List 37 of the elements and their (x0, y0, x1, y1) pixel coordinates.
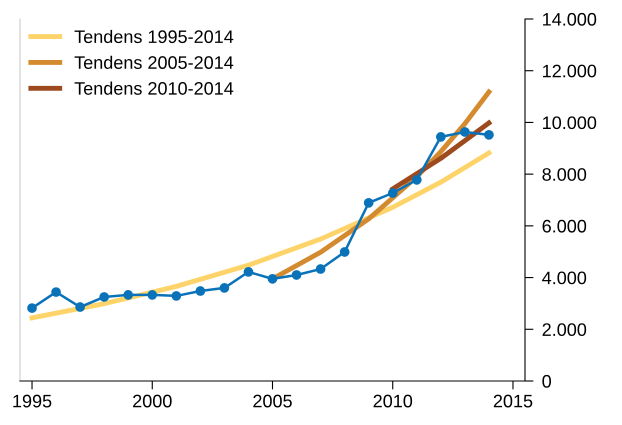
point (484, 130, 494, 140)
point (220, 283, 230, 293)
x-tick-label: 2000 (133, 394, 172, 408)
point (195, 286, 206, 296)
x-tick-label: 2005 (253, 394, 292, 408)
point (364, 198, 374, 208)
point (340, 247, 350, 257)
y-tick-label: 6.000 (542, 220, 586, 233)
point (99, 292, 110, 302)
x-tick-label: 2015 (494, 394, 532, 408)
x-tick-label: 1995 (13, 394, 52, 408)
line-series (30, 150, 492, 320)
point (27, 303, 37, 313)
legend-label: Tendens 2005-2014 (74, 56, 234, 69)
legend-label: Tendens 2010-2014 (74, 82, 234, 95)
y-tick-label: 14.000 (543, 12, 596, 26)
point (75, 302, 85, 312)
y-tick-label: 0 (542, 374, 551, 388)
point (316, 264, 326, 274)
y-tick-label: 10.000 (543, 116, 596, 130)
point (123, 290, 134, 300)
point (171, 291, 182, 301)
point (436, 132, 446, 142)
point (388, 188, 398, 198)
y-tick-label: 2.000 (542, 323, 586, 336)
y-tick-label: 12.000 (543, 64, 596, 78)
y-tick-label: 4.000 (542, 272, 586, 284)
point (244, 267, 254, 277)
point (412, 174, 422, 185)
point (292, 270, 302, 280)
point (460, 127, 470, 137)
point (51, 287, 61, 297)
point (147, 290, 158, 300)
legend-label: Tendens 1995-2014 (74, 30, 234, 44)
x-tick-label: 2010 (374, 394, 412, 408)
point (268, 274, 278, 284)
y-tick-label: 8.000 (542, 168, 586, 181)
